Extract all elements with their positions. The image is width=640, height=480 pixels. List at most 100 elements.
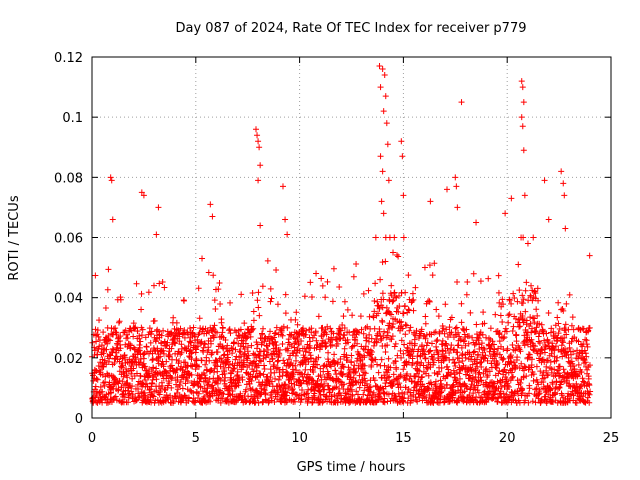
data-point [405,272,412,279]
data-point [285,336,292,343]
data-point [120,391,127,398]
data-point [467,309,474,316]
data-point [386,373,393,380]
data-point [357,356,364,363]
data-point [538,321,545,328]
data-point [137,338,144,345]
data-point [393,366,400,373]
data-point [129,375,136,382]
data-point [153,231,160,238]
data-point [414,367,421,374]
data-point [560,180,567,187]
data-point [577,383,584,390]
data-point [308,325,315,332]
data-point [562,327,569,334]
data-point [115,319,122,326]
data-point [473,321,480,328]
data-point [405,386,412,393]
data-point [381,362,388,369]
data-point [554,314,561,321]
data-point [205,397,212,404]
data-point [149,357,156,364]
data-point [261,362,268,369]
data-point [355,329,362,336]
data-point [530,234,537,241]
data-point [125,399,132,406]
data-point [586,252,593,259]
data-point [371,377,378,384]
data-point [523,279,530,286]
data-point [371,298,378,305]
data-point [563,331,570,338]
data-point [525,390,532,397]
data-point [559,339,566,346]
data-point [387,398,394,405]
data-point [260,325,267,332]
data-point [533,306,540,313]
data-point [496,299,503,306]
axis-ticks: 0 0.02 0.04 0.06 0.08 0.1 0.12 0 5 10 15 20 25 [54,51,619,446]
data-point [163,342,170,349]
data-point [146,372,153,379]
data-point [484,372,491,379]
data-point [194,336,201,343]
data-point [176,338,183,345]
data-point [375,310,382,317]
data-point [434,399,441,406]
data-point [379,168,386,175]
data-point [516,323,523,330]
data-point [225,358,232,365]
data-point [547,359,554,366]
data-point [565,326,572,333]
data-point [227,330,234,337]
data-point [269,355,276,362]
data-point [371,308,378,315]
data-point [480,309,487,316]
data-point [410,296,417,303]
data-point [322,326,329,333]
data-point [390,249,397,256]
data-point [541,349,548,356]
data-point [400,234,407,241]
data-point [150,364,157,371]
data-point [261,365,268,372]
data-point [142,376,149,383]
data-point [241,320,248,327]
data-point [522,308,529,315]
data-point [362,343,369,350]
data-point [532,329,539,336]
data-point [376,63,383,70]
data-point [357,358,364,365]
data-point [178,363,185,370]
data-point [133,370,140,377]
data-point [365,287,372,294]
data-point [430,361,437,368]
data-point [422,355,429,362]
data-point [192,366,199,373]
data-point [400,398,407,405]
data-point [308,293,315,300]
data-point [251,398,258,405]
data-point [350,273,357,280]
data-point [317,365,324,372]
data-point [108,389,115,396]
data-point [472,340,479,347]
data-point [385,374,392,381]
data-point [221,370,228,377]
data-point [384,141,391,148]
data-point [332,367,339,374]
data-point [280,357,287,364]
data-point [232,356,239,363]
data-point [148,368,155,375]
data-point [302,366,309,373]
data-point [201,341,208,348]
data-point [231,339,238,346]
data-point [344,357,351,364]
data-point [319,324,326,331]
data-point [210,333,217,340]
data-point [168,362,175,369]
data-point [134,351,141,358]
data-point [232,383,239,390]
data-point [361,354,368,361]
data-point [322,393,329,400]
